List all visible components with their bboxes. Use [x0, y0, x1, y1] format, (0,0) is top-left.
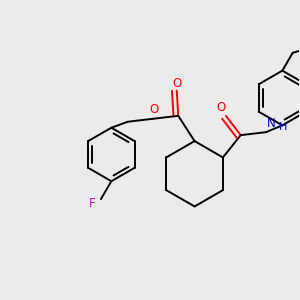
Text: O: O: [149, 103, 158, 116]
Text: H: H: [279, 122, 287, 132]
Text: O: O: [172, 76, 182, 90]
Text: F: F: [89, 197, 96, 210]
Text: O: O: [217, 101, 226, 114]
Text: N: N: [267, 117, 276, 130]
